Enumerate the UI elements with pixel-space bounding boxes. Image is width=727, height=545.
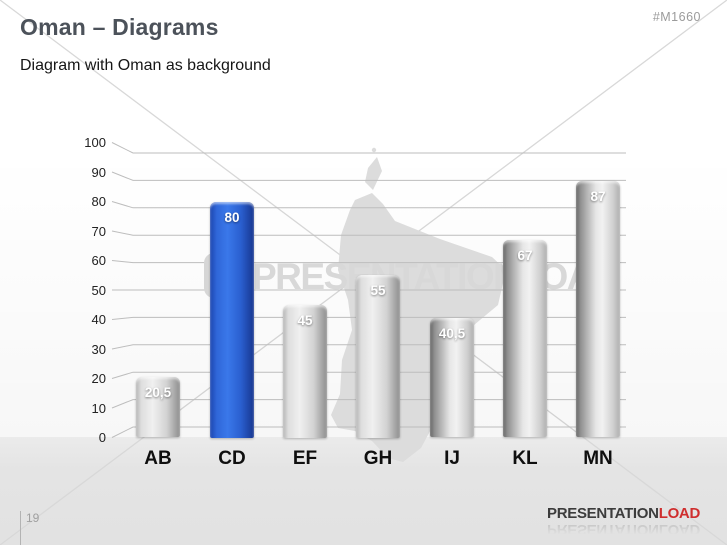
gridline	[111, 371, 626, 379]
footer-band	[0, 437, 727, 545]
gridline	[111, 142, 626, 154]
gridline	[111, 316, 626, 320]
gridline	[111, 260, 626, 264]
presentationload-wordmark: PRESENTATIONLOAD	[547, 505, 700, 522]
gridline	[111, 426, 626, 438]
presentationload-logo-icon	[204, 253, 247, 298]
brand-part-presentation: PRESENTATION	[547, 505, 659, 522]
gridline	[111, 399, 626, 409]
gridline	[111, 201, 626, 209]
template-code: #M1660	[652, 10, 701, 24]
gridline	[111, 344, 626, 350]
gridline	[111, 230, 626, 236]
brand-reflection: PRESENTATIONLOAD	[547, 521, 700, 538]
page-number-divider	[20, 511, 21, 545]
page-subtitle: Diagram with Oman as background	[20, 57, 271, 74]
gridline	[111, 171, 626, 181]
page-title: Oman – Diagrams	[20, 14, 219, 40]
page-number: 19	[26, 511, 40, 525]
watermark-text: PRESENTATIONLOAD	[252, 256, 619, 297]
brand-part-load: LOAD	[658, 505, 701, 522]
